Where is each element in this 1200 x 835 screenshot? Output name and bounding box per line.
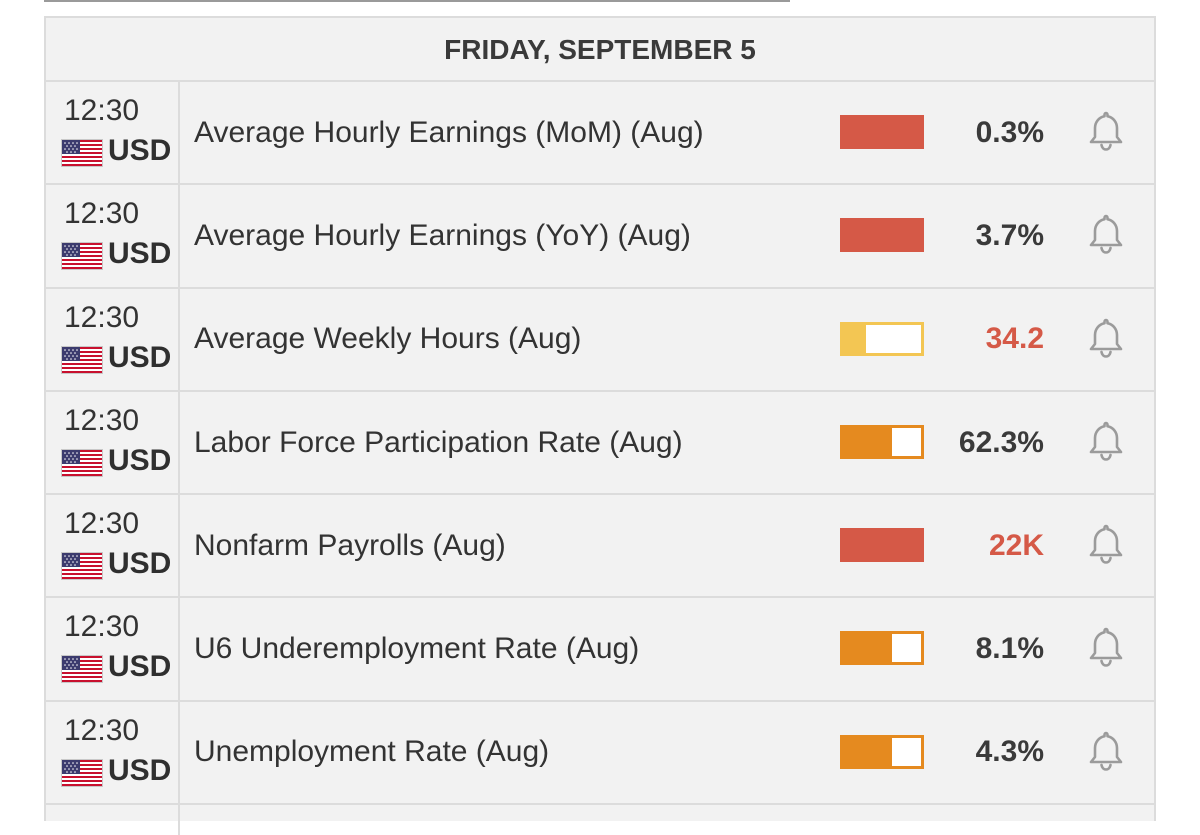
event-row[interactable]: 12:30 USD Nonfarm Payrolls ( bbox=[46, 495, 1154, 599]
impact-fill bbox=[843, 634, 893, 663]
us-flag-icon bbox=[62, 346, 102, 373]
impact-fill bbox=[843, 531, 921, 560]
time-cell bbox=[46, 805, 180, 835]
time-cell: 12:30 USD bbox=[46, 701, 180, 804]
bell-icon[interactable] bbox=[1086, 316, 1126, 360]
event-value: 22K bbox=[988, 528, 1044, 562]
event-name[interactable]: U6 Underemployment Rate (Aug) bbox=[194, 632, 640, 666]
impact-bar bbox=[840, 528, 924, 563]
event-row[interactable]: 12:30 USD Average Hourly Ear bbox=[46, 82, 1154, 186]
impact-fill bbox=[843, 427, 893, 456]
event-time: 12:30 bbox=[64, 507, 140, 541]
top-divider bbox=[44, 0, 790, 2]
bell-icon[interactable] bbox=[1086, 109, 1126, 153]
event-value: 34.2 bbox=[985, 322, 1044, 356]
event-value: 8.1% bbox=[975, 632, 1044, 666]
time-cell: 12:30 USD bbox=[46, 391, 180, 494]
us-flag-icon bbox=[62, 140, 102, 166]
impact-bar bbox=[840, 218, 924, 253]
event-row[interactable]: 12:30 USD Average Hourly Ear bbox=[46, 185, 1154, 289]
impact-bar bbox=[840, 115, 924, 149]
event-name[interactable]: Labor Force Participation Rate (Aug) bbox=[194, 425, 683, 459]
event-time: 12:30 bbox=[64, 94, 140, 127]
event-row[interactable]: 12:30 USD U6 Underemployment bbox=[46, 598, 1154, 702]
event-value: 4.3% bbox=[975, 735, 1044, 769]
impact-bar bbox=[840, 424, 924, 459]
event-time: 12:30 bbox=[64, 713, 140, 747]
currency-code: USD bbox=[108, 443, 172, 477]
event-time: 12:30 bbox=[64, 610, 140, 644]
event-time: 12:30 bbox=[64, 300, 140, 334]
event-value: 62.3% bbox=[958, 425, 1044, 459]
currency-code: USD bbox=[108, 134, 172, 167]
currency-code: USD bbox=[108, 650, 172, 684]
event-name[interactable]: Nonfarm Payrolls (Aug) bbox=[194, 528, 506, 562]
us-flag-icon bbox=[62, 759, 102, 786]
us-flag-icon bbox=[62, 656, 102, 683]
day-header: FRIDAY, SEPTEMBER 5 bbox=[46, 18, 1154, 82]
bell-icon[interactable] bbox=[1086, 625, 1126, 669]
time-cell: 12:30 USD bbox=[46, 185, 180, 287]
time-cell: 12:30 USD bbox=[46, 288, 180, 390]
impact-fill bbox=[843, 324, 867, 353]
next-row-partial bbox=[46, 805, 1154, 835]
bell-icon[interactable] bbox=[1086, 729, 1126, 773]
bell-icon[interactable] bbox=[1086, 212, 1126, 256]
time-cell: 12:30 USD bbox=[46, 598, 180, 700]
impact-fill bbox=[843, 118, 921, 146]
event-name[interactable]: Average Hourly Earnings (YoY) (Aug) bbox=[194, 218, 691, 252]
economic-calendar-panel: FRIDAY, SEPTEMBER 5 12:30 bbox=[44, 16, 1156, 835]
event-time: 12:30 bbox=[64, 403, 140, 437]
currency-code: USD bbox=[108, 547, 172, 581]
us-flag-icon bbox=[62, 553, 102, 580]
us-flag-icon bbox=[62, 449, 102, 476]
impact-bar bbox=[840, 321, 924, 356]
time-cell: 12:30 USD bbox=[46, 495, 180, 597]
event-value: 3.7% bbox=[975, 218, 1044, 252]
impact-fill bbox=[843, 737, 893, 766]
event-name[interactable]: Unemployment Rate (Aug) bbox=[194, 735, 550, 769]
event-row[interactable]: 12:30 USD Labor Force Partic bbox=[46, 391, 1154, 496]
us-flag-icon bbox=[62, 243, 102, 270]
event-row[interactable]: 12:30 USD Average Weekly Hou bbox=[46, 288, 1154, 392]
time-cell: 12:30 USD bbox=[46, 82, 180, 184]
impact-bar bbox=[840, 734, 924, 769]
currency-code: USD bbox=[108, 237, 172, 271]
event-name[interactable]: Average Weekly Hours (Aug) bbox=[194, 322, 582, 356]
bell-icon[interactable] bbox=[1086, 419, 1126, 463]
impact-bar bbox=[840, 631, 924, 666]
event-row[interactable]: 12:30 USD Unemployment Rate bbox=[46, 701, 1154, 806]
event-list: 12:30 USD Average Hourly Ear bbox=[46, 82, 1154, 806]
impact-fill bbox=[843, 221, 921, 250]
currency-code: USD bbox=[108, 753, 172, 787]
event-value: 0.3% bbox=[975, 115, 1044, 149]
event-time: 12:30 bbox=[64, 197, 140, 231]
event-name[interactable]: Average Hourly Earnings (MoM) (Aug) bbox=[194, 115, 704, 149]
bell-icon[interactable] bbox=[1086, 522, 1126, 566]
currency-code: USD bbox=[108, 340, 172, 374]
